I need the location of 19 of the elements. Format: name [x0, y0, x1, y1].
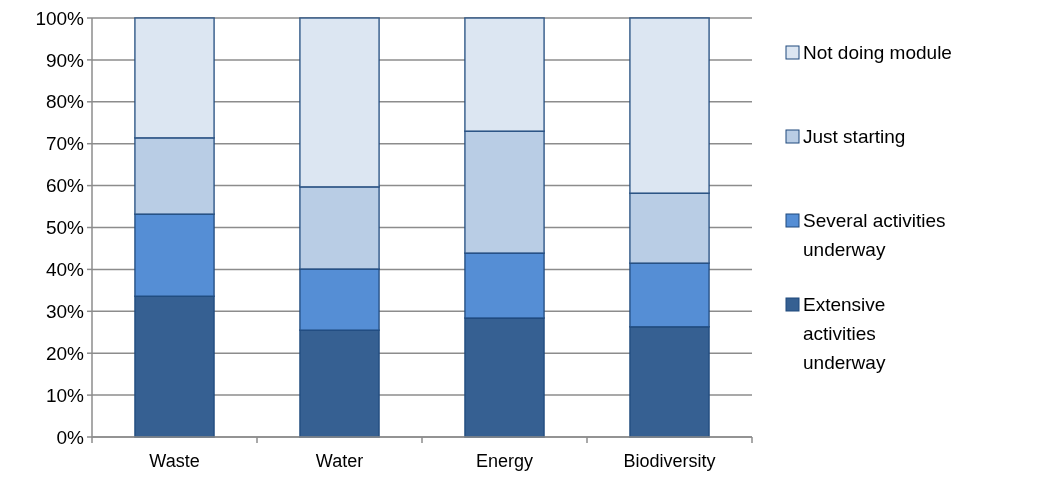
legend-label: Just starting — [803, 126, 906, 147]
y-tick-label: 60% — [45, 175, 85, 197]
legend-label: Extensive activities underway — [803, 294, 886, 373]
y-tick-label: 100% — [35, 7, 85, 29]
legend-label: Not doing module — [803, 42, 952, 63]
y-tick-label: 20% — [45, 342, 85, 364]
legend-label: Several activities underway — [803, 210, 946, 260]
x-tick-label: Biodiversity — [623, 451, 716, 471]
x-tick-label: Energy — [475, 451, 534, 471]
x-tick-label: Waste — [149, 451, 200, 471]
y-tick-label: 0% — [56, 426, 85, 448]
y-tick-label: 10% — [45, 384, 85, 406]
y-tick-label: 40% — [45, 259, 85, 281]
y-tick-label: 30% — [45, 300, 85, 322]
y-tick-label: 90% — [45, 49, 85, 71]
y-tick-label: 50% — [45, 217, 85, 239]
x-tick-label: Water — [315, 451, 364, 471]
y-tick-label: 70% — [45, 133, 85, 155]
y-tick-label: 80% — [45, 91, 85, 113]
